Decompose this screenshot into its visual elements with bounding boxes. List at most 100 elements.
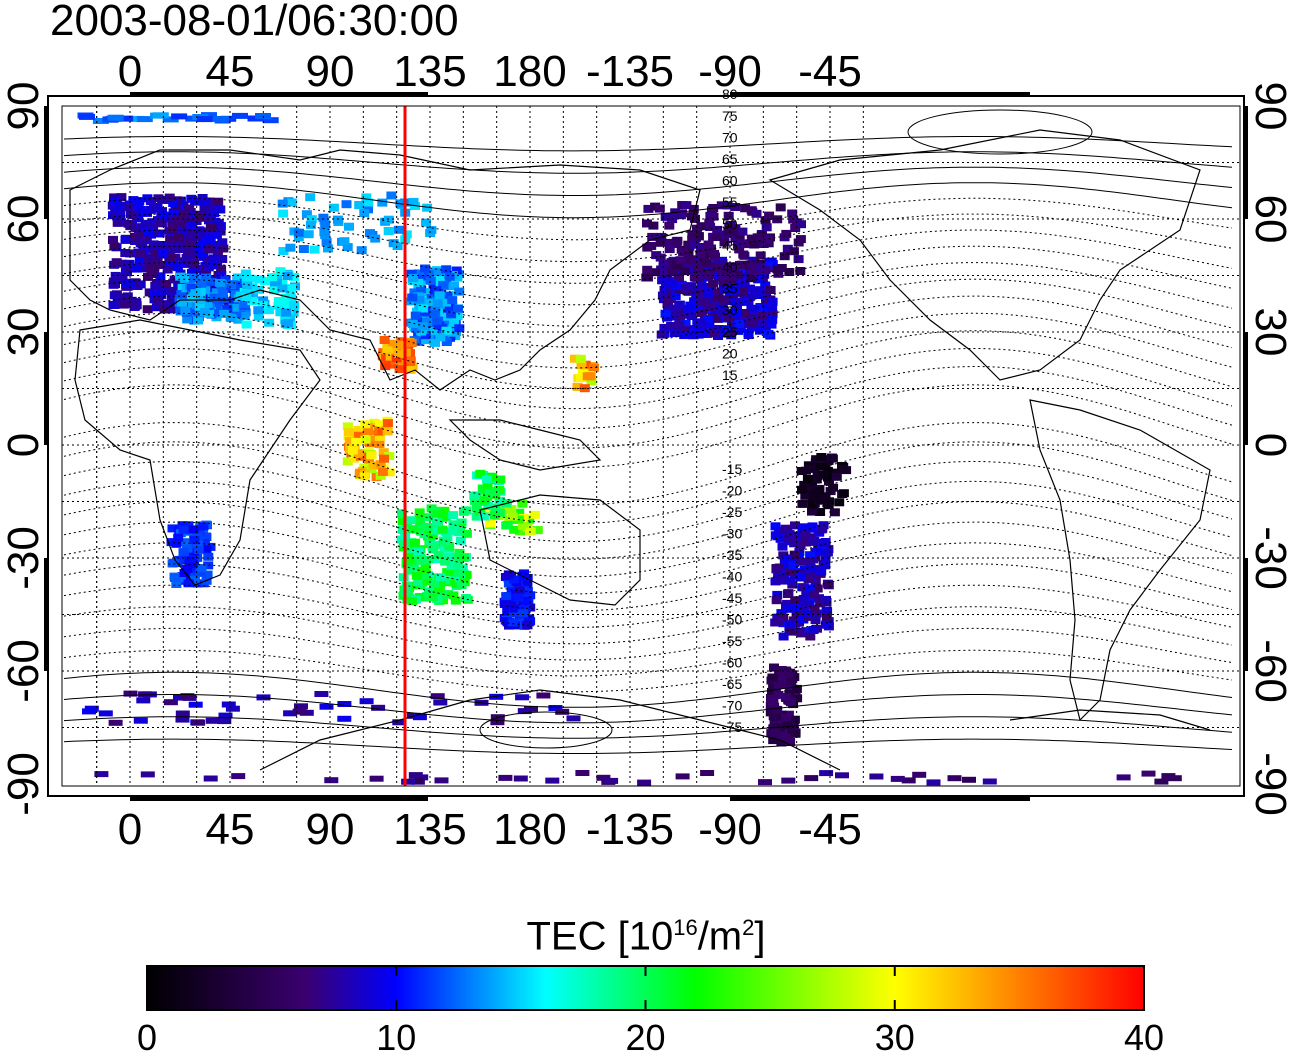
tec-cell [819, 770, 834, 777]
tec-cell [674, 274, 684, 283]
tec-cell [453, 552, 464, 561]
tec-cell [278, 247, 289, 255]
tec-cell [517, 522, 528, 530]
tec-cell [385, 352, 396, 361]
tec-cell [676, 326, 687, 335]
tec-cell [422, 577, 433, 586]
tec-cell [156, 291, 167, 299]
tec-cell [751, 209, 762, 218]
tec-cell [785, 576, 796, 585]
tec-cell [420, 264, 431, 273]
tec-cell [136, 249, 146, 258]
tec-cell [123, 690, 138, 697]
lon-tick-label-top: 90 [305, 47, 355, 96]
tec-cell [143, 228, 154, 237]
tec-cell [217, 289, 228, 298]
tec-cell [344, 222, 354, 231]
tec-cell [659, 323, 670, 332]
tec-cell [408, 525, 419, 534]
tec-cell [651, 251, 662, 260]
tec-cell [397, 525, 408, 534]
tec-cell [522, 620, 533, 629]
tec-cell [730, 203, 741, 211]
tec-cell [197, 194, 208, 202]
tec-cell [205, 236, 216, 245]
tec-cell [145, 197, 156, 206]
tec-cell [782, 244, 793, 253]
tec-cell [709, 288, 720, 297]
tec-cell [501, 521, 512, 530]
tec-cell [683, 305, 694, 314]
tec-cell [813, 496, 824, 505]
tec-cell [536, 692, 551, 699]
tec-cell [520, 604, 531, 613]
tec-cell [120, 235, 131, 244]
tec-cell [136, 116, 153, 123]
tec-cell [414, 295, 425, 304]
tec-cell [796, 572, 807, 581]
tec-cell [746, 234, 757, 243]
tec-cell [427, 531, 438, 540]
tec-cell [428, 544, 439, 552]
tec-cell [762, 261, 773, 270]
tec-cell [425, 276, 436, 285]
tec-cell [217, 255, 228, 263]
tec-cell [267, 273, 278, 282]
tec-cell [363, 198, 374, 207]
tec-cell [481, 475, 492, 484]
tec-cell [734, 320, 745, 328]
tec-cell [342, 243, 353, 252]
tec-cell [771, 596, 782, 605]
tec-cell [735, 260, 745, 269]
tec-cell [197, 249, 207, 258]
tec-cell [114, 204, 125, 213]
tec-cell [490, 719, 505, 726]
lat-tick-label-right: 60 [1246, 194, 1292, 244]
tec-cell [728, 263, 739, 272]
tec-cell [432, 518, 442, 527]
lon-tick-label-bottom: 135 [393, 805, 467, 854]
colorbar-tick-marks [146, 966, 1145, 1010]
tec-cell [589, 363, 599, 372]
lat-tick-label-right: -60 [1246, 639, 1292, 703]
tec-cell [337, 715, 352, 722]
tec-cell [154, 229, 165, 238]
tec-cell [377, 198, 388, 207]
tec-cell [387, 348, 398, 356]
lat-tick-label-right: -30 [1246, 526, 1292, 590]
tec-cell [829, 508, 840, 517]
tec-cell [415, 556, 426, 565]
tec-cell [783, 604, 794, 613]
tec-cell [807, 480, 817, 488]
tec-cell [838, 489, 849, 498]
tec-cell [731, 308, 741, 317]
tec-cell [195, 568, 206, 577]
tec-cell [228, 280, 239, 289]
tec-cell [196, 564, 207, 573]
tec-cell [412, 714, 427, 721]
tec-cell [415, 518, 425, 526]
tec-cell [418, 304, 428, 313]
tec-cell [676, 310, 687, 318]
tec-cell [704, 270, 715, 279]
tec-cell [206, 261, 217, 270]
tec-cell [439, 506, 450, 515]
map-frame [47, 95, 1245, 797]
tec-cell [164, 193, 175, 202]
tec-cell [277, 279, 288, 288]
tec-cell [212, 299, 223, 308]
tec-cell [666, 279, 677, 288]
tec-cell [288, 308, 299, 317]
tec-cell [428, 321, 439, 330]
tec-cell [149, 263, 160, 272]
tec-cell [717, 259, 728, 267]
tec-cell [359, 698, 374, 705]
tec-cell [781, 777, 796, 784]
tec-cell [713, 325, 724, 333]
tec-cell [647, 232, 658, 241]
tec-cell [807, 500, 818, 509]
tec-cell [767, 694, 777, 703]
colorbar-tick-label: 20 [625, 1017, 666, 1058]
tec-cell [270, 280, 280, 289]
tec-cell [420, 565, 431, 574]
